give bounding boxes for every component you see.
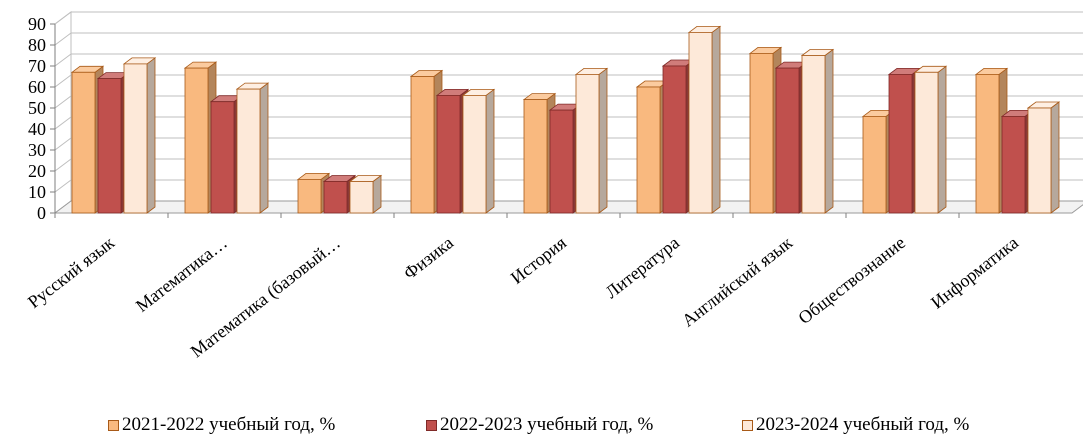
legend-item: 2021-2022 учебный год, % [108,414,335,436]
x-tick-label: Английский язык [678,232,796,330]
bar [975,74,1000,214]
y-tick-label: 40 [28,119,46,139]
y-tick-label: 80 [28,35,46,55]
bar [523,99,548,214]
y-tick-label: 90 [28,14,46,34]
bar [662,65,687,214]
bar-side [146,57,156,214]
x-tick-label: Литература [601,232,683,302]
bar [349,181,374,214]
bar [775,67,800,214]
y-tick-label: 70 [28,56,46,76]
legend-item: 2023-2024 учебный год, % [742,414,969,436]
bar-side [372,174,382,214]
y-tick-label: 50 [28,98,46,118]
chart-side-wall [54,11,72,214]
bar [436,95,461,214]
gridline [54,74,72,88]
bar [549,109,574,214]
bar [1027,107,1052,214]
bar-side [824,48,834,214]
legend-item: 2022-2023 учебный год, % [426,414,653,436]
x-tick-label: Математика… [132,232,231,316]
bar [914,71,939,214]
bar [862,116,887,214]
x-tick-label: История [507,232,570,287]
bar [297,178,322,214]
bar [801,55,826,214]
bar-side [259,82,269,214]
gridline [54,116,72,130]
bar-side [485,88,495,214]
bar-side [711,25,721,214]
bar [888,74,913,214]
gridline [54,11,72,25]
x-tick-label: Информатика [927,232,1022,312]
gridline [54,95,72,109]
bar [636,86,661,214]
bar [323,181,348,214]
legend-label: 2021-2022 учебный год, % [122,414,336,435]
bar [749,53,774,214]
bar [210,101,235,214]
bar-side [1050,101,1060,214]
y-tick-label: 10 [28,182,46,202]
legend-label: 2023-2024 учебный год, % [756,414,970,435]
chart-legend: 2021-2022 учебный год, % 2022-2023 учебны… [0,414,1083,442]
gridline [54,137,72,151]
gridline [54,53,72,67]
legend-label: 2022-2023 учебный год, % [440,414,654,435]
bar [462,95,487,214]
y-tick-label: 30 [28,140,46,160]
bar [184,67,209,214]
bar [1001,116,1026,214]
y-tick-label: 60 [28,77,46,97]
x-tick-label: Обществознание [794,232,909,328]
legend-swatch [426,419,437,431]
bar [236,88,261,214]
bar-side [937,65,947,214]
bar-side [598,67,608,214]
x-tick-label: Физика [400,232,457,283]
bar [123,63,148,214]
y-tick-label: 0 [37,203,46,223]
y-tick-label: 20 [28,161,46,181]
bar [575,74,600,214]
legend-swatch [108,419,119,431]
bar [410,76,435,214]
gridline [54,158,72,172]
gridline [54,179,72,193]
gridline [54,32,72,46]
bar [97,78,122,214]
bar [688,32,713,214]
bar [71,71,96,214]
x-tick-label: Русский язык [24,232,118,312]
legend-swatch [742,419,753,431]
